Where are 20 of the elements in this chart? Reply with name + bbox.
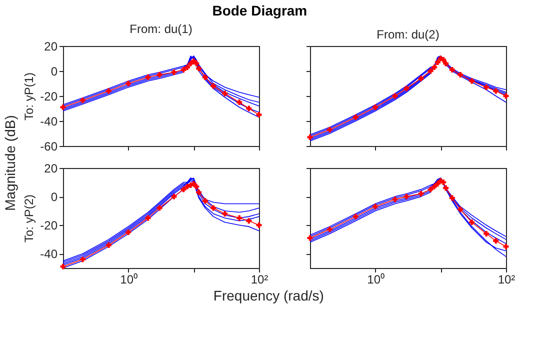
y-axis-title: To: yP(2) [22, 194, 36, 243]
y-tick-label: -20 [40, 218, 58, 233]
y-axis-title: To: yP(1) [22, 72, 36, 121]
x-tick-label: 10² [498, 272, 516, 286]
text: Frequency (rad/s) [213, 288, 324, 304]
y-tick-label: 20 [44, 40, 58, 54]
y-tick-label: 0 [50, 64, 58, 78]
text: Magnitude (dB) [2, 115, 18, 211]
y-tick-label: 20 [44, 162, 58, 176]
y-tick-label: -40 [40, 247, 58, 262]
y-tick-label: -60 [40, 140, 58, 154]
x-tick-label: 10⁰ [367, 272, 385, 286]
chart-title: From: du(1) [130, 22, 192, 36]
x-tick-label: 10⁰ [120, 272, 138, 286]
text: Bode Diagram [212, 2, 308, 18]
chart-title: From: du(2) [376, 28, 440, 42]
y-tick-label: -40 [40, 114, 58, 128]
y-tick-label: 0 [50, 190, 58, 204]
y-tick-label: -20 [40, 90, 58, 104]
x-tick-label: 10² [250, 272, 268, 286]
